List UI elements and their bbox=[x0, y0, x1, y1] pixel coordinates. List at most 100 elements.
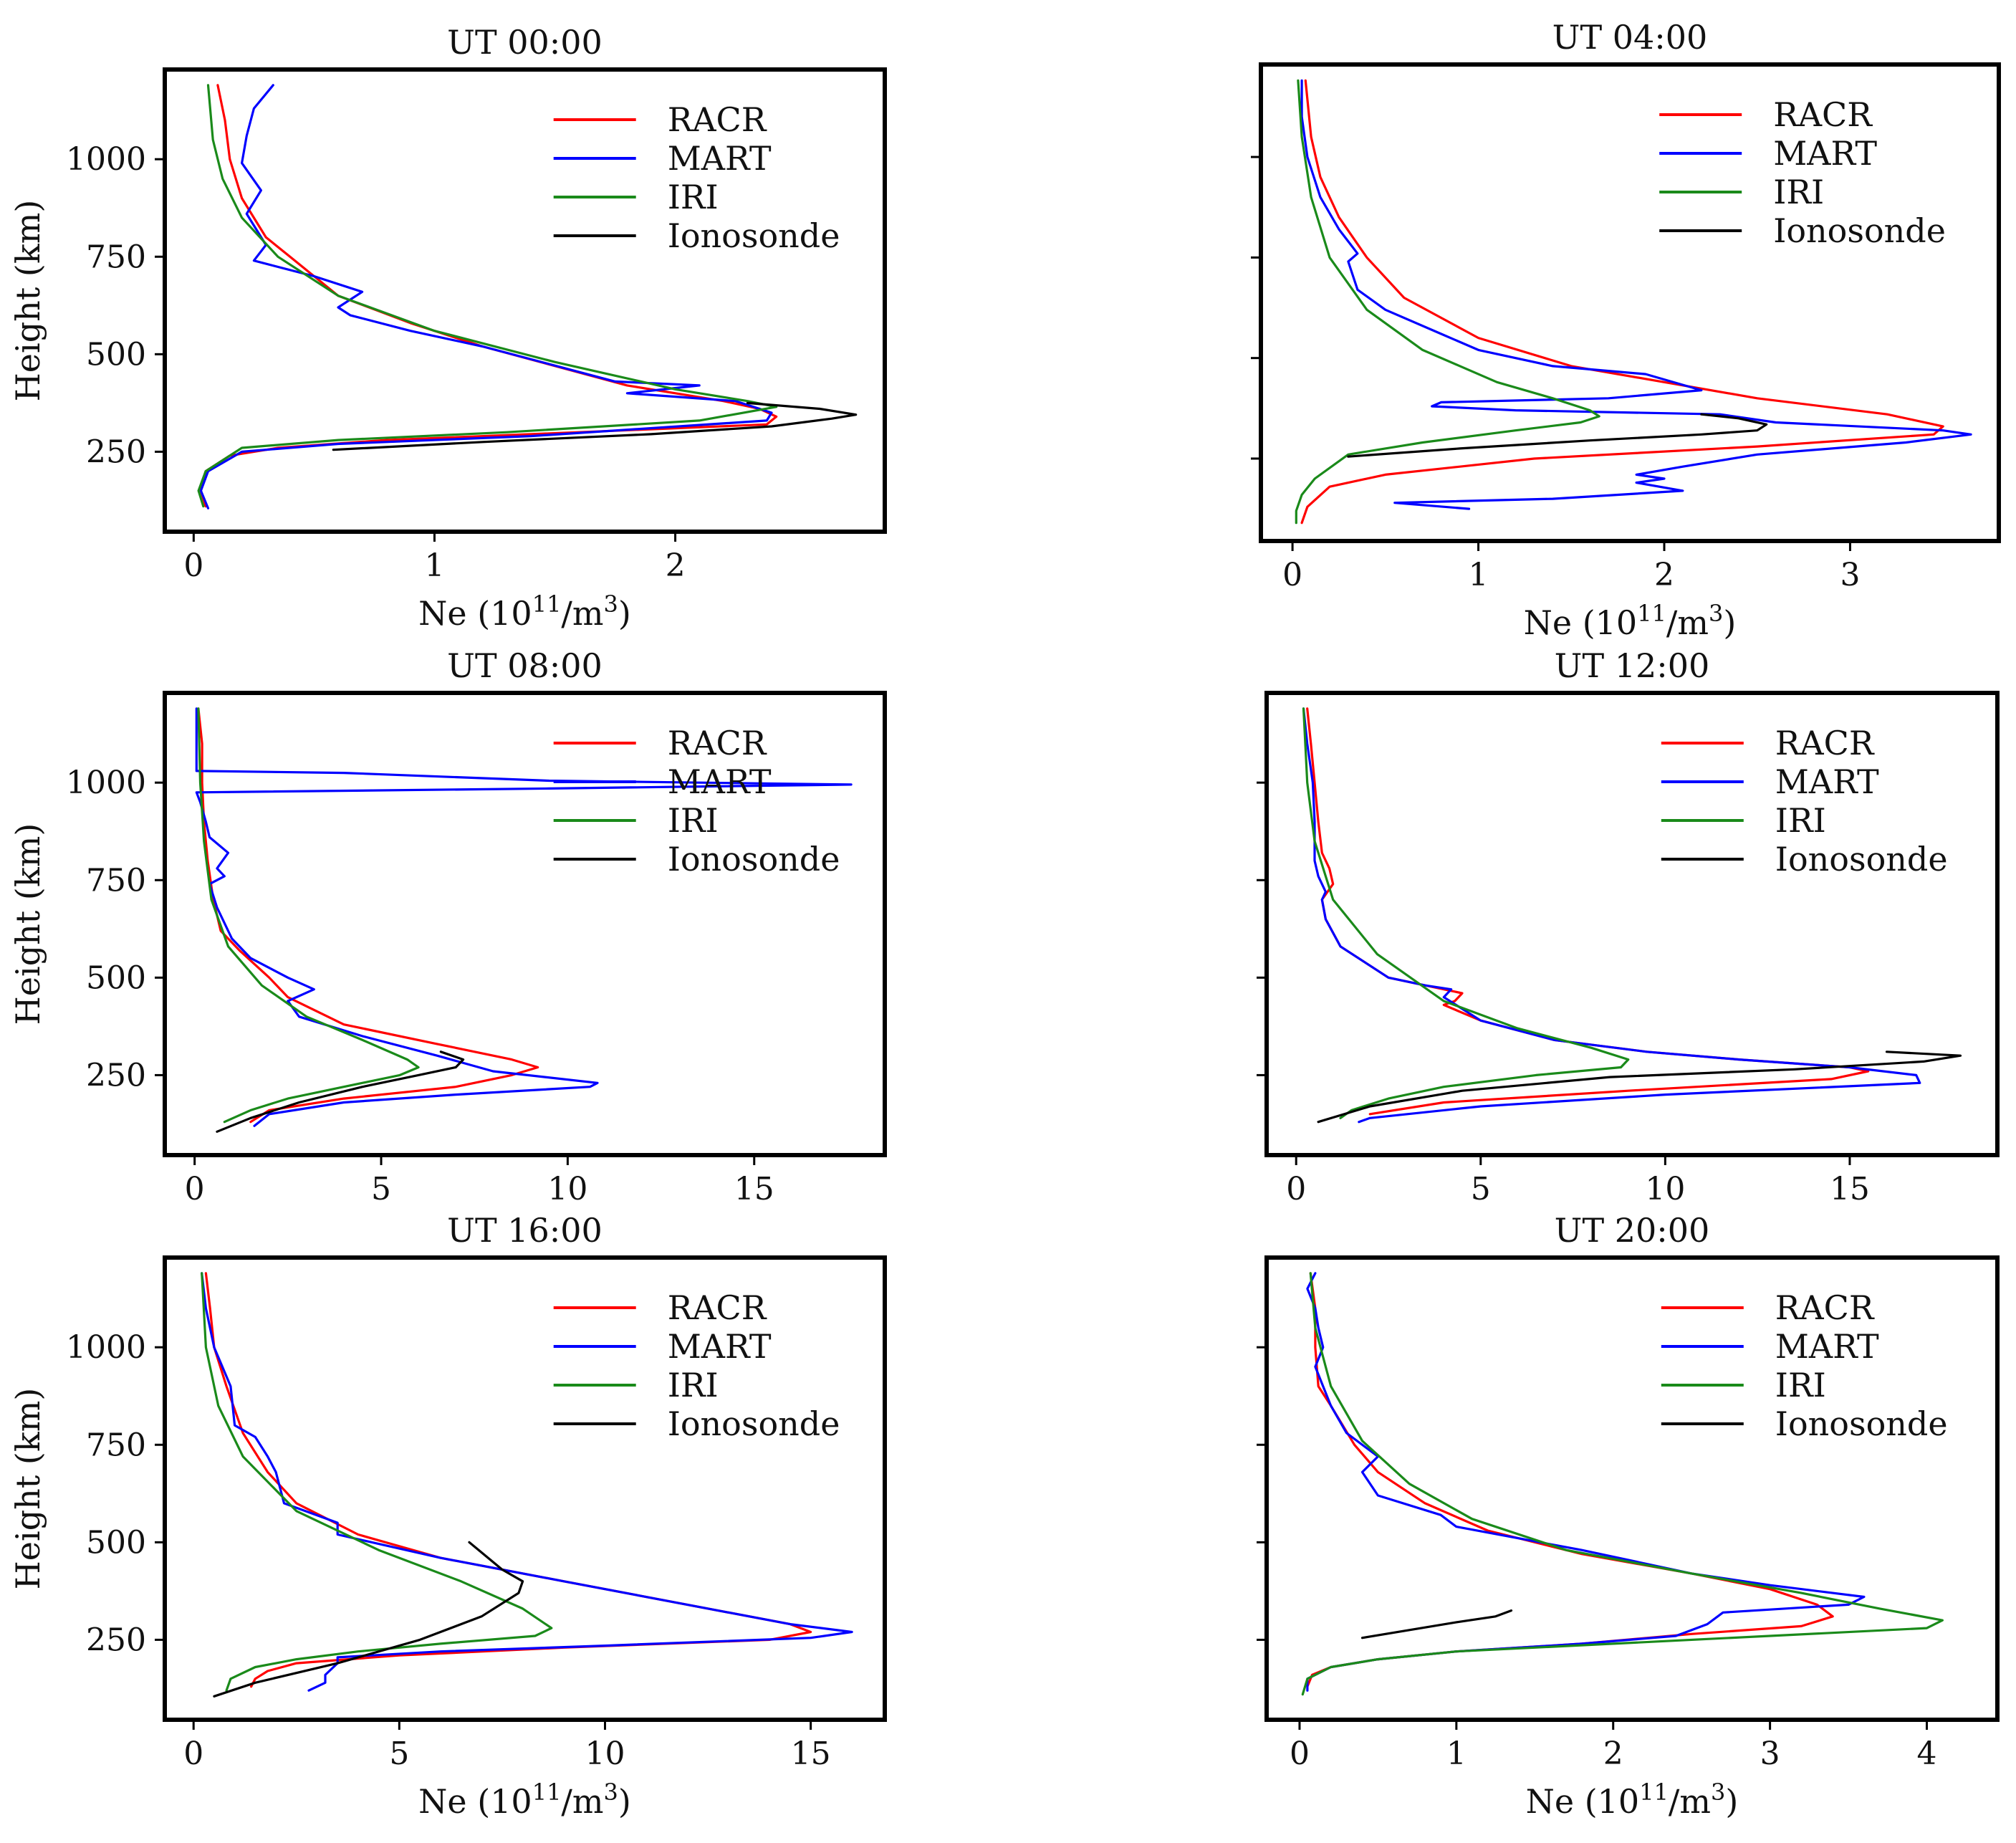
legend-label-iri: IRI bbox=[668, 1366, 719, 1404]
series-mart bbox=[199, 84, 773, 509]
y-tick-label: 250 bbox=[86, 1057, 146, 1093]
legend-label-ionosonde: Ionosonde bbox=[668, 216, 840, 255]
legend-label-racr: RACR bbox=[1775, 1288, 1875, 1327]
y-tick-label: 250 bbox=[86, 434, 146, 470]
legend-label-ionosonde: Ionosonde bbox=[1773, 211, 1946, 250]
x-tick-label: 0 bbox=[185, 1171, 205, 1207]
y-axis-label: Height (km) bbox=[9, 200, 47, 402]
plot-frame bbox=[1259, 62, 2001, 543]
x-tick-label: 15 bbox=[791, 1736, 831, 1772]
y-tick-label: 250 bbox=[86, 1622, 146, 1658]
legend-label-mart: MART bbox=[668, 139, 772, 178]
series-iri bbox=[197, 707, 420, 1124]
legend-label-racr: RACR bbox=[668, 724, 767, 762]
series-iri bbox=[1302, 707, 1630, 1119]
y-tick-label: 500 bbox=[86, 336, 146, 373]
legend-label-ionosonde: Ionosonde bbox=[668, 840, 840, 879]
y-tick-label: 750 bbox=[86, 1427, 146, 1463]
legend-label-racr: RACR bbox=[1773, 95, 1873, 134]
series-iri bbox=[1295, 79, 1600, 525]
x-tick-label: 0 bbox=[1286, 1171, 1306, 1207]
x-tick-label: 5 bbox=[1471, 1171, 1491, 1207]
legend-label-racr: RACR bbox=[668, 1288, 767, 1327]
series-ionosonde bbox=[332, 401, 858, 451]
panel-6: UT 20:00 0 1 2 3 4 Ne (1011/m3) RACRMARTIRIIono… bbox=[1257, 1211, 2000, 1821]
series-ionosonde bbox=[1317, 1050, 1962, 1124]
panel-title: UT 08:00 bbox=[447, 646, 603, 685]
panel-2: UT 04:00 0 1 2 3 Ne (1011/m3) RACRMARTIRIIonos… bbox=[1251, 18, 2001, 642]
x-tick-label: 10 bbox=[585, 1736, 625, 1772]
series-ionosonde bbox=[213, 1541, 524, 1698]
legend-label-mart: MART bbox=[668, 762, 772, 801]
legend-label-mart: MART bbox=[668, 1327, 772, 1366]
x-tick-label: 15 bbox=[734, 1171, 774, 1207]
legend-label-iri: IRI bbox=[668, 801, 719, 840]
x-tick-label: 0 bbox=[183, 1736, 203, 1772]
series-ionosonde bbox=[1360, 1609, 1513, 1639]
y-tick-label: 1000 bbox=[66, 1329, 146, 1366]
panel-title: UT 20:00 bbox=[1555, 1211, 1710, 1250]
x-axis-label: Ne (1011/m3) bbox=[1526, 1779, 1739, 1821]
x-tick-label: 2 bbox=[666, 547, 686, 584]
series-racr bbox=[1306, 707, 1870, 1116]
series-mart bbox=[1302, 707, 1921, 1124]
plot-frame bbox=[163, 1255, 887, 1722]
panel-1: UT 00:00 0 1 2 250 500 750 1000 Height (km) Ne (1… bbox=[9, 23, 887, 633]
legend-label-iri: IRI bbox=[1773, 173, 1824, 211]
legend-label-mart: MART bbox=[1773, 134, 1877, 173]
panel-title: UT 12:00 bbox=[1555, 646, 1710, 685]
x-tick-label: 1 bbox=[1446, 1736, 1467, 1772]
panel-title: UT 00:00 bbox=[447, 23, 603, 62]
legend-label-ionosonde: Ionosonde bbox=[1775, 840, 1948, 879]
x-tick-label: 10 bbox=[1645, 1171, 1685, 1207]
series-iri bbox=[197, 84, 778, 508]
series-racr bbox=[197, 707, 539, 1124]
legend-label-iri: IRI bbox=[1775, 801, 1826, 840]
legend-label-racr: RACR bbox=[668, 100, 767, 139]
series-mart bbox=[195, 707, 853, 1127]
x-tick-label: 1 bbox=[1469, 557, 1489, 593]
series-ionosonde bbox=[216, 1050, 465, 1133]
series-iri bbox=[201, 1272, 553, 1692]
x-tick-label: 2 bbox=[1654, 557, 1674, 593]
x-tick-label: 5 bbox=[371, 1171, 391, 1207]
plot-frame bbox=[1264, 691, 2000, 1157]
y-axis-label: Height (km) bbox=[9, 1388, 47, 1590]
series-mart bbox=[1300, 79, 1972, 510]
legend-label-ionosonde: Ionosonde bbox=[668, 1404, 840, 1443]
legend-label-iri: IRI bbox=[1775, 1366, 1826, 1404]
x-tick-label: 10 bbox=[547, 1171, 587, 1207]
y-tick-label: 500 bbox=[86, 1524, 146, 1561]
legend-label-ionosonde: Ionosonde bbox=[1775, 1404, 1948, 1443]
y-tick-label: 750 bbox=[86, 862, 146, 899]
x-tick-label: 4 bbox=[1917, 1736, 1937, 1772]
x-tick-label: 5 bbox=[389, 1736, 409, 1772]
series-ionosonde bbox=[1347, 413, 1768, 458]
y-tick-label: 500 bbox=[86, 959, 146, 996]
x-tick-label: 3 bbox=[1760, 1736, 1780, 1772]
x-tick-label: 2 bbox=[1603, 1736, 1623, 1772]
legend-label-mart: MART bbox=[1775, 762, 1879, 801]
y-tick-label: 750 bbox=[86, 239, 146, 275]
series-racr bbox=[1300, 79, 1944, 525]
legend-label-racr: RACR bbox=[1775, 724, 1875, 762]
panel-title: UT 16:00 bbox=[447, 1211, 603, 1250]
plot-frame bbox=[163, 691, 887, 1157]
x-tick-label: 0 bbox=[183, 547, 203, 584]
series-iri bbox=[1301, 1272, 1944, 1696]
plot-frame bbox=[163, 67, 887, 534]
legend-label-iri: IRI bbox=[668, 178, 719, 216]
legend-label-mart: MART bbox=[1775, 1327, 1879, 1366]
x-tick-label: 1 bbox=[424, 547, 444, 584]
series-racr bbox=[1306, 1272, 1834, 1688]
x-tick-label: 0 bbox=[1290, 1736, 1310, 1772]
panel-3: UT 08:00 0 5 10 15 250 500 750 1000 Height (km) RA… bbox=[9, 646, 887, 1207]
panel-title: UT 04:00 bbox=[1552, 18, 1708, 57]
x-tick-label: 0 bbox=[1282, 557, 1302, 593]
x-axis-label: Ne (1011/m3) bbox=[1524, 600, 1737, 642]
y-axis-label: Height (km) bbox=[9, 823, 47, 1025]
x-axis-label: Ne (1011/m3) bbox=[418, 590, 631, 633]
y-tick-label: 1000 bbox=[66, 765, 146, 801]
